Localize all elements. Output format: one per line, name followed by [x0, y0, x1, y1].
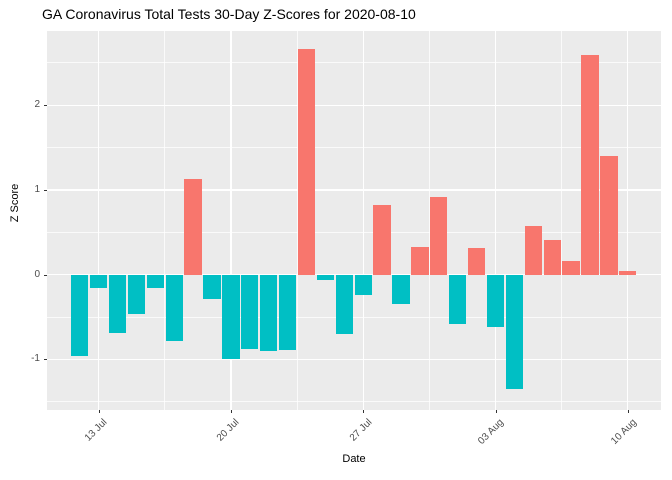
- bar: [203, 274, 221, 300]
- bar: [335, 274, 353, 334]
- bar: [486, 274, 505, 328]
- gridline-minor-h: [47, 401, 661, 403]
- gridline-major-h: [47, 104, 661, 106]
- bar: [108, 274, 127, 334]
- y-tick-label: 1: [34, 184, 40, 195]
- gridline-major-v: [97, 31, 100, 410]
- gridline-minor-h: [47, 62, 661, 64]
- y-tick-label: 0: [34, 268, 40, 280]
- bar: [222, 274, 240, 360]
- y-tick-mark: [44, 190, 47, 191]
- y-tick-label: 2: [34, 99, 40, 111]
- x-tick-label: 03 Aug: [476, 417, 507, 447]
- gridline-major-v: [362, 31, 364, 410]
- bar: [260, 274, 278, 351]
- x-tick-mark: [627, 410, 629, 413]
- bar: [619, 271, 637, 275]
- gridline-minor-h: [47, 147, 661, 149]
- bar: [600, 156, 618, 275]
- bar: [392, 274, 410, 305]
- gridline-minor-v: [561, 31, 563, 410]
- y-tick-label: -1: [31, 353, 40, 365]
- bar: [241, 274, 259, 350]
- bar: [71, 274, 89, 356]
- gridline-major-v: [627, 31, 629, 410]
- bar: [524, 225, 542, 275]
- bar: [278, 274, 297, 351]
- gridline-major-h: [47, 358, 661, 361]
- bar: [562, 261, 580, 275]
- bar: [89, 274, 108, 289]
- bar: [430, 196, 448, 275]
- x-tick-label: 20 Jul: [215, 417, 242, 444]
- gridline-minor-v: [164, 31, 166, 410]
- x-tick-label: 10 Aug: [608, 417, 639, 447]
- x-tick-mark: [98, 410, 100, 413]
- bar: [411, 246, 429, 275]
- y-tick-mark: [44, 274, 47, 276]
- chart-title: GA Coronavirus Total Tests 30-Day Z-Scor…: [42, 6, 416, 22]
- bar: [354, 274, 372, 295]
- x-axis-title: Date: [342, 453, 366, 465]
- gridline-major-v: [494, 31, 497, 410]
- x-tick-mark: [363, 410, 365, 413]
- bar: [184, 178, 202, 275]
- y-tick-mark: [44, 105, 47, 107]
- x-tick-mark: [495, 410, 497, 413]
- gridline-major-h: [47, 274, 661, 276]
- bar: [505, 274, 524, 390]
- bar: [165, 274, 183, 341]
- y-tick-mark: [44, 359, 47, 361]
- bar: [297, 48, 316, 275]
- bar: [581, 55, 599, 275]
- bar: [449, 274, 467, 324]
- gridline-major-h: [47, 189, 661, 191]
- x-tick-label: 13 Jul: [82, 417, 110, 444]
- gridline-major-v: [230, 31, 232, 410]
- x-tick-mark: [230, 410, 232, 413]
- x-tick-label: 27 Jul: [347, 417, 374, 444]
- gridline-minor-v: [296, 31, 298, 410]
- bar: [316, 274, 335, 280]
- bar: [373, 205, 391, 275]
- bar: [127, 274, 146, 314]
- gridline-minor-v: [428, 31, 430, 410]
- bar: [543, 239, 561, 275]
- gridline-minor-h: [47, 316, 661, 318]
- bar: [146, 274, 164, 289]
- gridline-minor-h: [47, 231, 661, 233]
- plot-panel: [47, 31, 661, 410]
- bar: [467, 247, 486, 275]
